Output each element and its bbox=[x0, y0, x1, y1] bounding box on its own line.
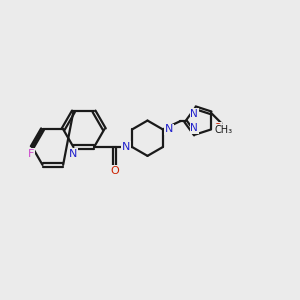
Text: N: N bbox=[190, 109, 198, 119]
Text: N: N bbox=[122, 142, 130, 152]
Text: N: N bbox=[164, 124, 173, 134]
Text: F: F bbox=[28, 148, 34, 158]
Text: CH₃: CH₃ bbox=[214, 124, 233, 135]
Text: N: N bbox=[69, 148, 77, 158]
Text: O: O bbox=[110, 166, 119, 176]
Text: O: O bbox=[213, 123, 222, 133]
Text: N: N bbox=[190, 123, 198, 133]
